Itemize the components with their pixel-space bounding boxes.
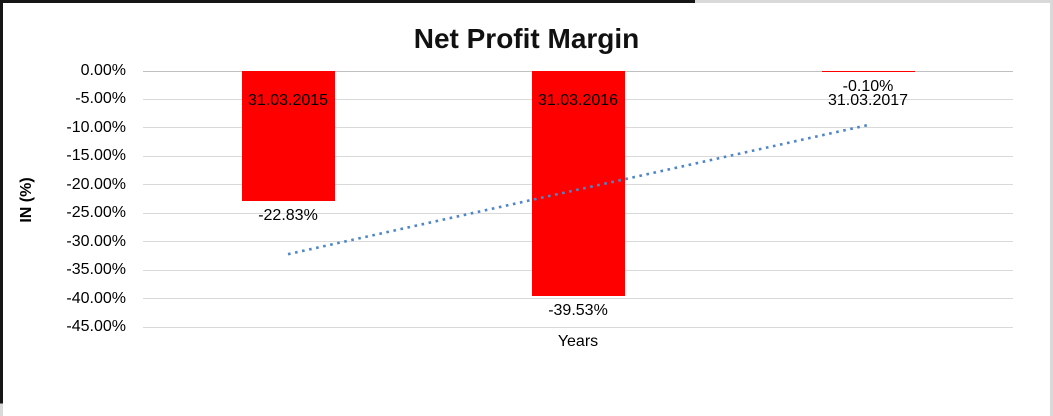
y-axis-tick-label: -5.00%: [75, 90, 126, 108]
y-axis-tick-label: -45.00%: [66, 318, 126, 335]
x-axis-title: Years: [557, 333, 599, 350]
chart-title: Net Profit Margin: [413, 23, 640, 54]
bar-31.03.2017: [821, 71, 915, 72]
bar-31.03.2016: [531, 71, 625, 296]
bar-31.03.2015: [241, 71, 335, 201]
category-label-31.03.2017: 31.03.2017: [827, 92, 909, 109]
y-axis-tick-label: 0.00%: [80, 62, 126, 79]
y-axis-tick-label: -35.00%: [66, 261, 126, 279]
data-label-31.03.2015: -22.83%: [258, 206, 318, 224]
category-label-31.03.2016: 31.03.2016: [537, 92, 619, 109]
y-axis-tick-label: -30.00%: [66, 232, 126, 250]
frame-top-border: [0, 0, 1053, 3]
data-label-31.03.2017: -0.10%: [842, 78, 894, 95]
y-axis-tick-label: -15.00%: [66, 147, 126, 165]
y-axis-tick-label: -20.00%: [66, 175, 126, 193]
data-label-31.03.2016: -39.53%: [548, 301, 608, 319]
frame-right-border: [1050, 0, 1053, 416]
y-axis-tick-label: -25.00%: [66, 204, 126, 222]
gridline: [143, 326, 1013, 328]
gridline: [143, 298, 1013, 300]
category-label-31.03.2015: 31.03.2015: [247, 92, 329, 109]
trendline: [287, 123, 869, 256]
y-axis-tick-label: -10.00%: [66, 118, 126, 136]
y-axis-tick-label: -40.00%: [66, 289, 126, 307]
frame-left-border: [0, 0, 3, 416]
